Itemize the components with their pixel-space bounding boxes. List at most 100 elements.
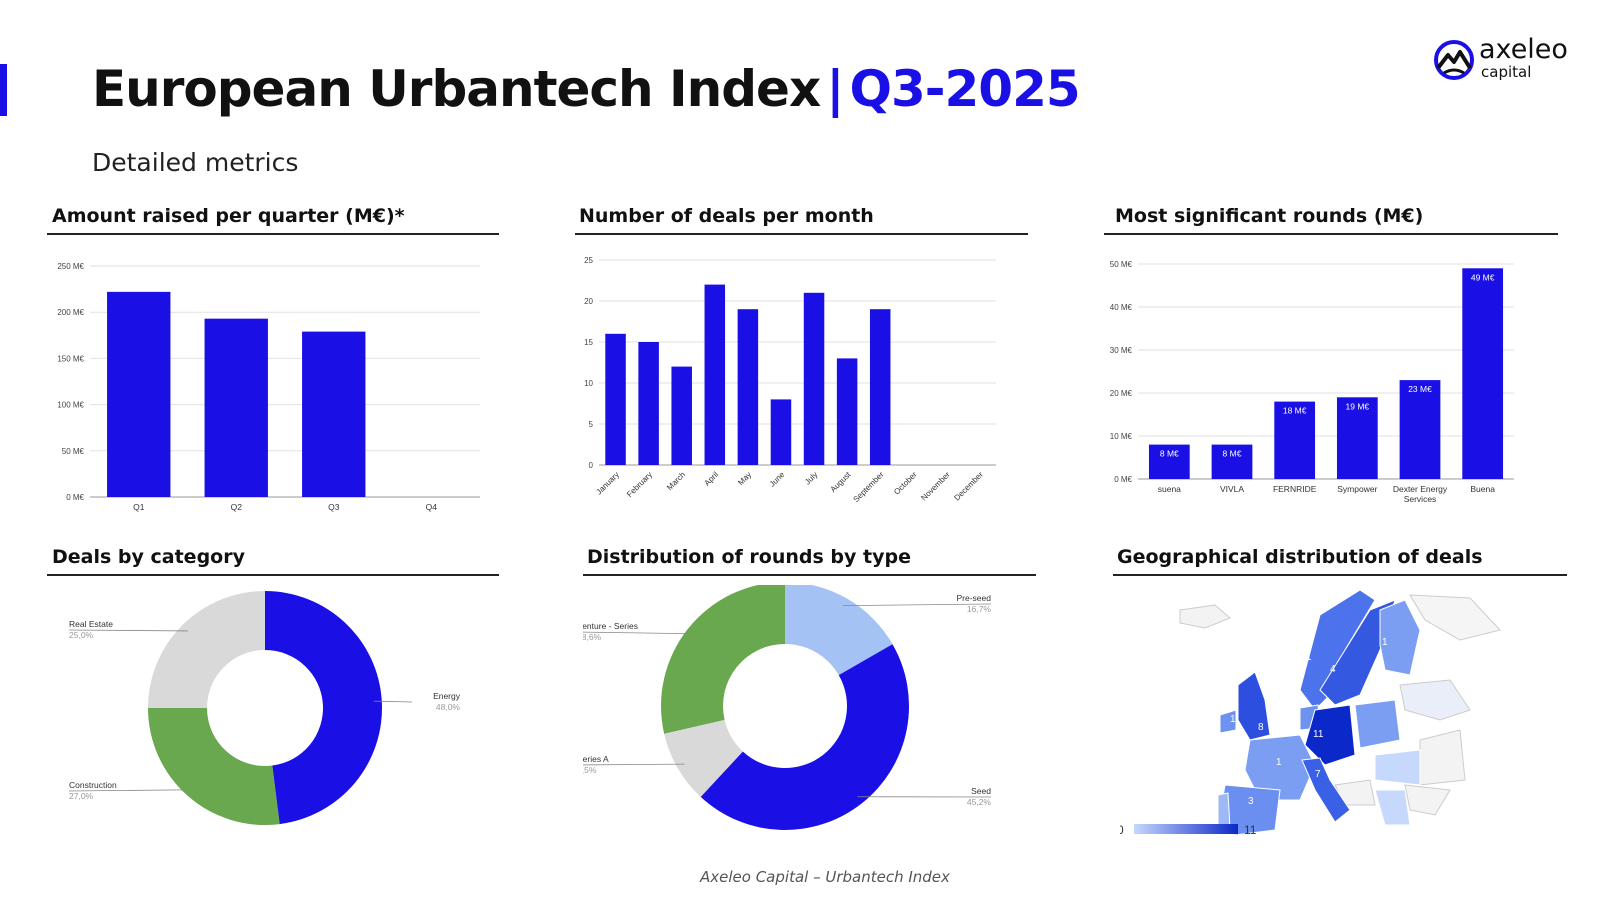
- types-panel-title: Distribution of rounds by type: [587, 546, 911, 568]
- bar: [1148, 444, 1190, 479]
- region-uk: [1237, 671, 1271, 741]
- geo-scale-max: 11: [1244, 823, 1257, 837]
- pie-label: Seed: [971, 786, 991, 796]
- pie-percent: 16,7%: [967, 604, 992, 614]
- page-title: European Urbantech Index | Q3-2025: [92, 60, 1081, 118]
- data-label: 19 M€: [1346, 401, 1370, 411]
- bar: [836, 358, 858, 465]
- y-tick-label: 0: [589, 461, 594, 470]
- amount-bar-chart: 0 M€ 50 M€ 100 M€ 150 M€ 200 M€ 250 M€ Q1 Q2 Q3 Q…: [57, 262, 480, 512]
- geo-value-netherlands: 1: [1230, 714, 1236, 725]
- x-tick-label-cont: Services: [1404, 494, 1437, 504]
- pie-leader-line: [583, 763, 685, 766]
- bar: [302, 331, 366, 497]
- x-tick-label: December: [952, 470, 985, 503]
- amount-panel-title: Amount raised per quarter (M€)*: [52, 205, 405, 227]
- footer: Axeleo Capital – Urbantech Index: [700, 868, 950, 886]
- region-germany: [1304, 704, 1356, 766]
- geo-value-poland: 1: [1353, 722, 1359, 733]
- x-tick-label: Q4: [426, 502, 438, 512]
- y-tick-label: 150 M€: [57, 354, 84, 363]
- data-label: 18 M€: [1283, 406, 1307, 416]
- accent-bar: [0, 64, 7, 116]
- region-portugal: [1217, 792, 1231, 829]
- rounds-bar-chart: 0 M€ 10 M€ 20 M€ 30 M€ 40 M€ 50 M€ 8 M€ suena 8 …: [1110, 260, 1514, 504]
- y-tick-label: 40 M€: [1110, 303, 1133, 312]
- x-tick-label: February: [625, 470, 654, 499]
- geo-panel-title: Geographical distribution of deals: [1117, 546, 1483, 568]
- bar: [1211, 444, 1253, 479]
- pie-label: Construction: [69, 780, 117, 790]
- y-tick-label: 200 M€: [57, 308, 84, 317]
- region-poland: [1354, 699, 1401, 749]
- pie-label: Series A: [583, 754, 609, 764]
- x-tick-label: June: [768, 470, 787, 489]
- logo-word: axeleo: [1479, 34, 1568, 65]
- bar: [1462, 268, 1504, 479]
- pie-slice: [661, 585, 785, 734]
- region-france: [1244, 734, 1316, 801]
- data-label: 8 M€: [1160, 449, 1179, 459]
- pie-leader-line: [583, 631, 695, 635]
- x-tick-label: January: [594, 470, 620, 496]
- y-tick-label: 0 M€: [66, 493, 84, 502]
- bar: [605, 333, 626, 465]
- x-tick-label: Q2: [231, 502, 243, 512]
- y-tick-label: 5: [589, 420, 594, 429]
- pie-percent: 45,2%: [967, 797, 992, 807]
- title-main: European Urbantech Index: [92, 60, 821, 118]
- y-tick-label: 30 M€: [1110, 346, 1133, 355]
- y-tick-label: 15: [584, 338, 593, 347]
- x-tick-label: FERNRIDE: [1273, 484, 1317, 494]
- x-tick-label: August: [829, 470, 854, 495]
- y-tick-label: 20 M€: [1110, 389, 1133, 398]
- y-tick-label: 10 M€: [1110, 432, 1133, 441]
- x-tick-label: July: [803, 470, 819, 486]
- bar: [1399, 380, 1441, 479]
- pie-slice: [664, 719, 743, 797]
- x-tick-label: May: [736, 470, 753, 487]
- types-panel-rule: [583, 574, 1036, 576]
- x-tick-label: Q3: [328, 502, 340, 512]
- pie-slice: [265, 591, 383, 825]
- x-tick-label: March: [665, 470, 687, 492]
- y-tick-label: 250 M€: [57, 262, 84, 271]
- bar: [638, 342, 659, 465]
- title-period: Q3-2025: [849, 60, 1080, 118]
- x-tick-label: Sympower: [1337, 484, 1377, 494]
- axeleo-logo: axeleo capital: [1432, 34, 1582, 88]
- rounds-panel-title: Most significant rounds (M€): [1115, 205, 1424, 227]
- pie-slice: [785, 585, 893, 676]
- geo-value-germany: 11: [1313, 729, 1324, 740]
- data-label: 23 M€: [1408, 384, 1432, 394]
- pie-label: Real Estate: [69, 619, 113, 629]
- category-panel-title: Deals by category: [52, 546, 245, 568]
- geo-value-sweden: 4: [1330, 664, 1336, 675]
- pie-percent: 9,5%: [583, 765, 597, 775]
- y-tick-label: 50 M€: [1110, 260, 1133, 269]
- x-tick-label: Buena: [1470, 484, 1495, 494]
- bar: [1336, 397, 1378, 479]
- x-tick-label: April: [703, 470, 721, 488]
- pie-leader-line: [373, 700, 413, 703]
- page-subtitle: Detailed metrics: [92, 148, 299, 177]
- title-separator: |: [826, 60, 844, 118]
- pie-leader-line: [843, 603, 992, 607]
- bar: [803, 292, 825, 465]
- pie-percent: 48,0%: [436, 702, 461, 712]
- pie-label: Pre-seed: [957, 593, 992, 603]
- data-label: 8 M€: [1223, 449, 1242, 459]
- bar: [737, 309, 759, 465]
- category-panel-rule: [47, 574, 499, 576]
- pie-leader-line: [68, 789, 193, 792]
- pie-percent: 27,0%: [69, 791, 94, 801]
- deals-panel-title: Number of deals per month: [579, 205, 874, 227]
- y-tick-label: 100 M€: [57, 401, 84, 410]
- bar: [107, 291, 171, 497]
- y-tick-label: 25: [584, 256, 593, 265]
- bar: [770, 399, 792, 465]
- geo-panel-rule: [1113, 574, 1567, 576]
- pie-label: Energy: [433, 691, 461, 701]
- x-tick-label: September: [852, 470, 886, 504]
